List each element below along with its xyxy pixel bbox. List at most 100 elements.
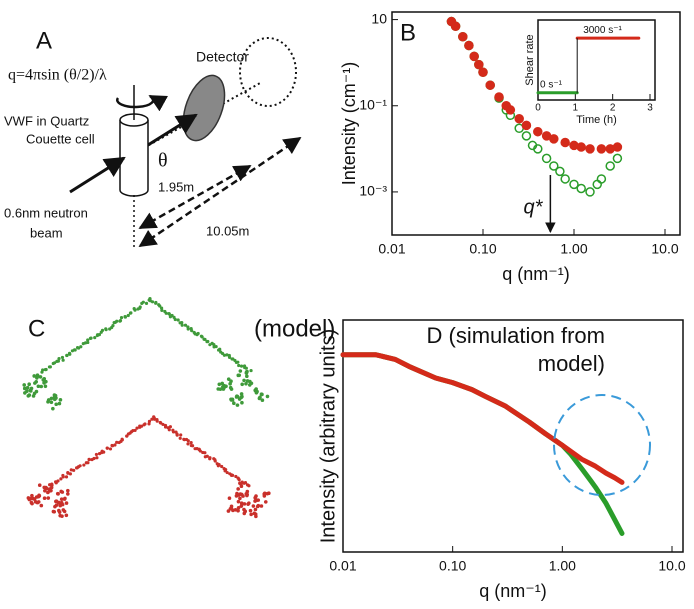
model-domain [229,398,234,402]
model-domain [245,374,249,378]
model-bead [183,323,188,327]
model-bead [175,432,179,436]
model-bead [191,444,195,448]
model-domain [46,496,51,500]
model-domain [26,496,31,500]
model-domain [224,384,228,389]
y-axis-label: Intensity (cm⁻¹) [339,62,359,186]
model-domain [32,374,37,378]
model-domain [33,381,37,385]
model-bead [230,357,234,361]
y-axis-label: Shear rate [524,34,536,85]
data-point [521,131,532,141]
model-bead [196,331,200,336]
model-bead [244,366,248,370]
chart-d: D (simulation from model) 0.01 0.10 1.00 10… [317,319,686,601]
model-domain [239,504,244,508]
model-bead [56,359,60,363]
model-domain [60,514,64,518]
model-domain [253,512,258,517]
model-domain [37,483,42,488]
model-bead [66,470,70,475]
y-axis-label: Intensity (arbitrary units) [317,329,339,544]
model-bead [61,358,65,362]
model-bead [86,340,90,345]
model-domain [234,395,239,399]
model-domain [258,395,262,400]
model-domain [236,493,241,497]
model-bead [87,457,91,462]
x-tick-label: 1 [573,103,579,114]
model-bead [89,336,93,340]
model-bead [208,456,212,460]
model-bead [190,329,194,333]
model-bead [168,425,172,429]
model-bead [167,312,171,316]
series-label: 0 s⁻¹ [540,79,563,90]
data-point [612,142,623,152]
model-bead [115,440,119,444]
model-bead [203,451,207,455]
x-tick-label: 0 [535,103,541,114]
model-bead [164,311,168,315]
model-bead [105,446,109,450]
model-bead [73,348,77,352]
model-bead [129,311,133,315]
data-point [458,31,468,42]
model-bead [205,340,209,344]
model-bead [118,318,123,323]
panel-label: A [36,27,52,54]
model-bead [150,417,154,421]
model-domain [239,395,243,400]
data-point [612,153,623,164]
chart-title-box: D (simulation from model) [427,323,605,376]
model-domain [42,381,46,385]
model-bead [203,337,207,342]
data-point [549,161,559,171]
model-bead [160,308,164,312]
data-point [576,183,586,194]
sample-label: VWF in Quartz [4,113,89,128]
model-domain [227,496,232,501]
model-domain [49,396,54,401]
model-bead [237,478,241,482]
model-bead [178,436,182,440]
model-bead [48,365,52,369]
model-bead [243,481,248,485]
sample-label: Couette cell [26,131,95,146]
data-point [474,59,484,70]
model-domain [39,503,44,508]
distance-short: 1.95m [158,179,194,194]
model-bead [198,449,202,453]
scatter-ray [139,81,263,151]
model-domain [64,501,69,505]
model-domain [35,500,40,505]
model-bead [214,344,218,349]
model-domain [53,504,57,509]
data-point [533,144,543,154]
formula: q=4πsin (θ/2)/λ [8,67,107,84]
model-bead [126,313,130,318]
model-domain [228,385,233,390]
model-domain [55,491,60,496]
model-bead [163,425,168,429]
model-bead [167,428,171,432]
model-domain [251,504,256,508]
model-domain [57,510,62,514]
x-tick-label: 0.10 [439,558,466,574]
model-domain [259,504,264,508]
model-domain [255,498,259,502]
model-domain [35,376,39,380]
data-point [464,40,474,51]
data-point [585,187,595,197]
model-bead [152,415,156,419]
model-bead [147,422,151,426]
distance-arrow [138,136,302,248]
data-point [469,51,479,62]
x-tick-label: 0.01 [378,241,405,257]
model-domain [46,400,50,404]
model-domain [43,488,47,493]
annotation: q* [523,196,543,218]
